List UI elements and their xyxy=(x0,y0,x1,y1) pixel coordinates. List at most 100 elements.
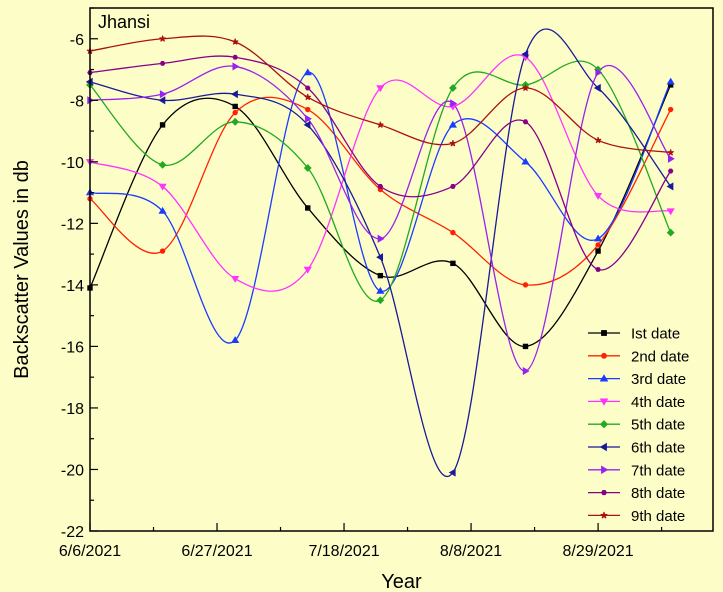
legend: Ist date 2nd date 3rd date 4th date 5th date… xyxy=(588,326,689,525)
data-point xyxy=(521,157,530,165)
data-point xyxy=(303,120,311,129)
legend-label: Ist date xyxy=(631,326,680,343)
data-point xyxy=(448,468,456,477)
data-point xyxy=(305,106,311,113)
x-axis: 6/6/2021 6/27/2021 7/18/2021 8/8/2021 8/29/2… xyxy=(59,523,663,560)
data-point xyxy=(230,90,238,99)
data-point xyxy=(303,164,312,172)
data-point xyxy=(594,136,602,144)
data-point xyxy=(305,205,311,211)
data-point xyxy=(377,272,384,279)
y-tick-label: -12 xyxy=(61,216,84,233)
legend-label: 4th date xyxy=(631,394,685,411)
data-point xyxy=(601,465,609,475)
data-point xyxy=(303,266,312,274)
y-tick-label: -16 xyxy=(61,339,84,356)
data-point xyxy=(376,85,385,93)
data-point xyxy=(159,90,167,99)
legend-label: 8th date xyxy=(631,485,685,502)
data-point xyxy=(450,184,456,189)
data-point xyxy=(159,35,166,42)
data-point xyxy=(600,511,608,519)
data-point xyxy=(450,260,456,267)
x-tick-label: 7/18/2021 xyxy=(308,543,379,560)
data-point xyxy=(595,68,603,77)
data-point xyxy=(232,103,238,110)
data-point xyxy=(158,183,167,191)
x-axis-label: Year xyxy=(381,571,422,592)
data-point xyxy=(159,60,166,66)
data-point xyxy=(667,106,674,113)
data-point xyxy=(305,114,312,123)
y-tick-label: -10 xyxy=(61,155,84,172)
data-point xyxy=(595,267,601,272)
series-line xyxy=(89,28,672,477)
data-point xyxy=(599,374,609,382)
data-point xyxy=(232,54,238,60)
data-point xyxy=(666,228,675,237)
x-tick-label: 8/8/2021 xyxy=(440,543,502,560)
y-tick-label: -22 xyxy=(61,524,84,541)
legend-label: 6th date xyxy=(631,440,685,457)
data-point xyxy=(667,168,674,174)
data-point xyxy=(595,242,601,248)
data-point xyxy=(304,85,311,91)
legend-label: 9th date xyxy=(631,508,685,525)
y-tick-label: -20 xyxy=(61,462,84,479)
data-point xyxy=(377,121,384,128)
x-tick-label: 8/29/2021 xyxy=(562,543,633,560)
data-point xyxy=(521,50,529,59)
y-tick-label: -8 xyxy=(70,93,84,110)
data-point xyxy=(667,154,675,163)
data-point xyxy=(522,282,529,288)
legend-label: 3rd date xyxy=(631,371,686,388)
data-point xyxy=(232,109,238,116)
data-point xyxy=(159,248,166,254)
chart-title: Jhansi xyxy=(98,12,150,32)
data-point xyxy=(667,149,674,156)
data-point xyxy=(522,119,529,125)
y-tick-label: -6 xyxy=(70,32,84,49)
data-point xyxy=(595,248,601,254)
data-point xyxy=(666,208,675,216)
data-point xyxy=(376,296,385,305)
legend-label: 2nd date xyxy=(631,348,689,365)
data-point xyxy=(304,93,312,101)
y-tick-label: -14 xyxy=(61,278,84,295)
data-point xyxy=(376,253,384,262)
plot-frame xyxy=(89,7,714,532)
y-tick-label: -18 xyxy=(61,401,84,418)
data-point xyxy=(448,120,457,128)
data-point xyxy=(232,62,240,71)
data-point xyxy=(158,206,167,214)
data-point xyxy=(376,286,385,294)
data-point xyxy=(159,122,166,128)
data-point xyxy=(231,117,240,126)
legend-label: 5th date xyxy=(631,417,685,434)
x-tick-label: 6/6/2021 xyxy=(59,543,121,560)
data-point xyxy=(593,83,601,93)
y-axis-label: Backscatter Values in db xyxy=(11,160,33,379)
data-point xyxy=(601,330,607,336)
series-line xyxy=(89,35,671,154)
data-point xyxy=(666,182,674,191)
data-point xyxy=(599,442,607,452)
data-point xyxy=(666,77,675,85)
data-point xyxy=(450,229,456,236)
series-line xyxy=(89,55,672,271)
data-point xyxy=(450,99,458,108)
data-point xyxy=(594,234,603,242)
data-point xyxy=(599,398,609,406)
data-point xyxy=(158,160,167,169)
series-lines xyxy=(89,28,672,477)
data-point xyxy=(522,84,529,91)
data-point xyxy=(158,96,166,105)
legend-label: 7th date xyxy=(631,462,685,479)
data-point xyxy=(231,38,239,45)
x-tick-label: 6/27/2021 xyxy=(181,543,252,560)
data-point xyxy=(601,490,607,496)
data-point xyxy=(231,276,240,283)
data-point xyxy=(522,343,529,350)
data-point xyxy=(449,84,457,92)
